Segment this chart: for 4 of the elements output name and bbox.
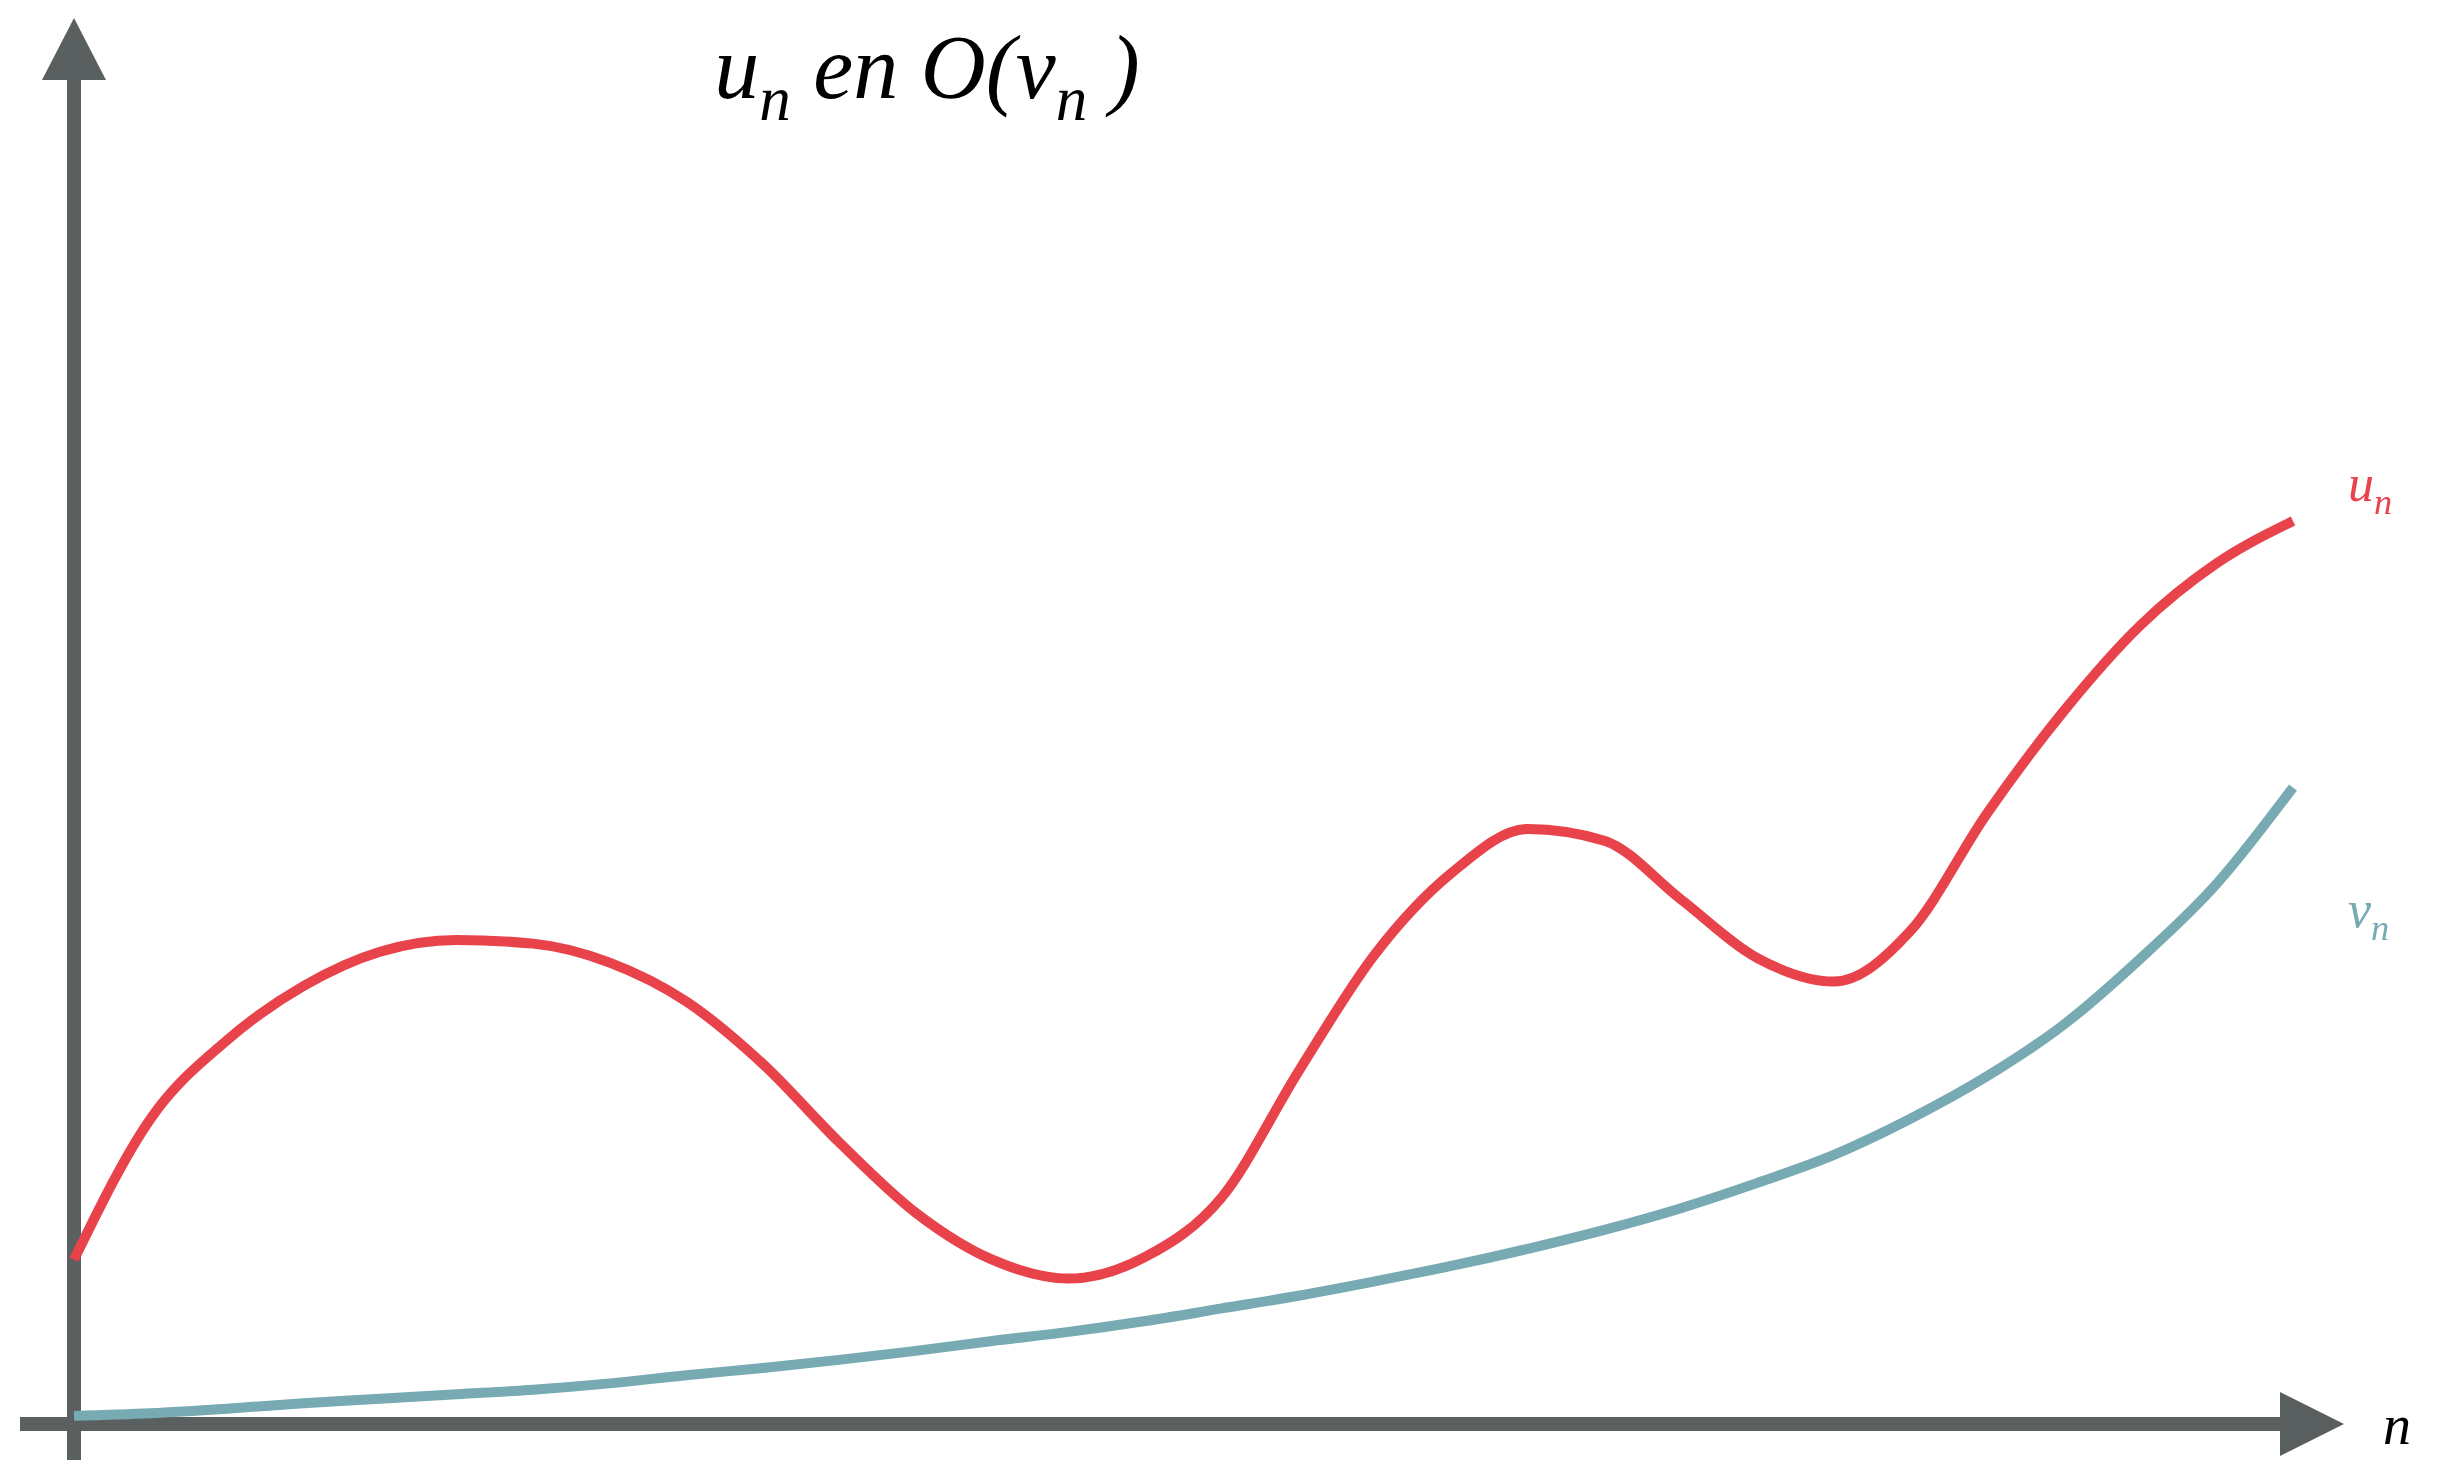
chart-title: u$_{n}$ en O(v$_{n}$)	[714, 18, 1140, 135]
series-label: u$_{n}$	[2348, 455, 2393, 522]
x-axis-title: n	[2383, 1394, 2411, 1456]
series-label: v$_{n}$	[2348, 881, 2390, 948]
